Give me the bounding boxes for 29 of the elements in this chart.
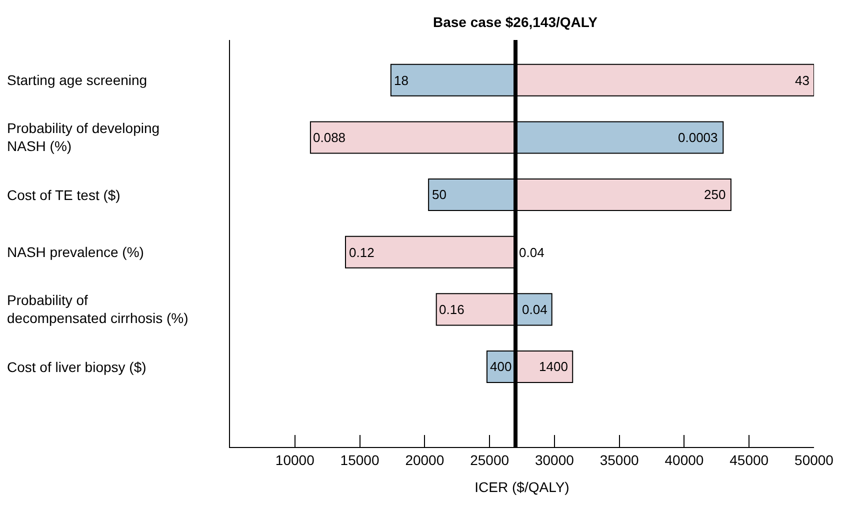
- y-tick-label: Probability of developing NASH (%): [7, 120, 160, 154]
- annotation: 50: [432, 187, 446, 202]
- annotation: 1400: [539, 359, 568, 374]
- annotation: 0.12: [349, 245, 374, 260]
- annotation: 400: [490, 359, 512, 374]
- y-tick-label: Starting age screening: [7, 72, 148, 88]
- annotation: 0.0003: [678, 130, 718, 145]
- annotation: 0.04: [522, 302, 548, 317]
- x-tick-label: 10000: [275, 452, 315, 468]
- y-tick-label: NASH prevalence (%): [7, 244, 144, 260]
- y-tick-label: Probability of decompensated cirrhosis (%): [7, 292, 188, 326]
- x-axis-title: ICER ($/QALY): [474, 479, 570, 496]
- x-tick-label: 45000: [730, 452, 769, 468]
- x-tick-label: 40000: [664, 452, 704, 468]
- annotation: 250: [704, 187, 726, 202]
- x-tick-label: 35000: [600, 452, 640, 468]
- y-tick-label: Cost of liver biopsy ($): [7, 359, 146, 375]
- x-tick-label: 20000: [405, 452, 444, 468]
- x-tick-label: 25000: [470, 452, 510, 468]
- annotation: 43: [795, 73, 810, 88]
- ref-line-label: Base case $26,143/QALY: [433, 14, 598, 30]
- x-tick-label: 50000: [794, 452, 834, 468]
- x-tick-label: 30000: [534, 452, 574, 468]
- annotation: 0.088: [313, 130, 346, 145]
- y-tick-label: Cost of TE test ($): [7, 187, 120, 203]
- x-tick-label: 15000: [340, 452, 380, 468]
- annotation: 18: [394, 73, 408, 88]
- annotation: 0.04: [519, 245, 544, 260]
- annotation: 0.16: [439, 302, 464, 317]
